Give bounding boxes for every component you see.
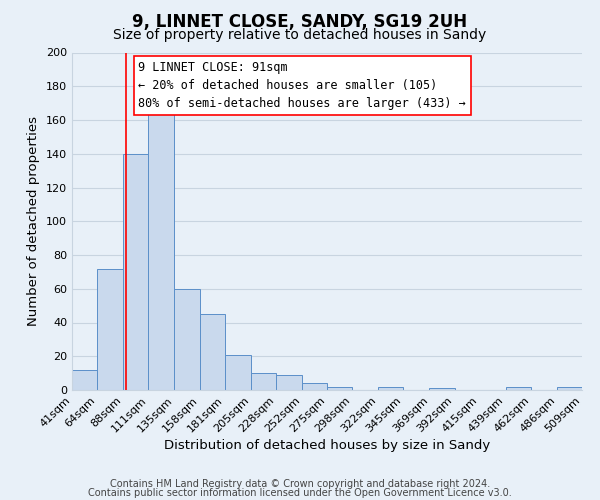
Bar <box>276 375 302 390</box>
Bar <box>200 314 224 390</box>
Bar <box>123 154 148 390</box>
Bar <box>224 354 251 390</box>
Bar <box>506 386 531 390</box>
Text: Contains HM Land Registry data © Crown copyright and database right 2024.: Contains HM Land Registry data © Crown c… <box>110 479 490 489</box>
Bar <box>175 289 200 390</box>
Text: 9 LINNET CLOSE: 91sqm
← 20% of detached houses are smaller (105)
80% of semi-det: 9 LINNET CLOSE: 91sqm ← 20% of detached … <box>139 61 466 110</box>
Text: Contains public sector information licensed under the Open Government Licence v3: Contains public sector information licen… <box>88 488 512 498</box>
Text: Size of property relative to detached houses in Sandy: Size of property relative to detached ho… <box>113 28 487 42</box>
Bar <box>148 112 175 390</box>
Text: 9, LINNET CLOSE, SANDY, SG19 2UH: 9, LINNET CLOSE, SANDY, SG19 2UH <box>133 12 467 30</box>
Bar <box>97 268 123 390</box>
Bar <box>430 388 455 390</box>
Bar <box>327 386 352 390</box>
Bar <box>251 373 276 390</box>
Bar <box>378 386 403 390</box>
Y-axis label: Number of detached properties: Number of detached properties <box>28 116 40 326</box>
Bar <box>302 383 327 390</box>
Bar <box>557 386 582 390</box>
Bar <box>72 370 97 390</box>
X-axis label: Distribution of detached houses by size in Sandy: Distribution of detached houses by size … <box>164 440 490 452</box>
